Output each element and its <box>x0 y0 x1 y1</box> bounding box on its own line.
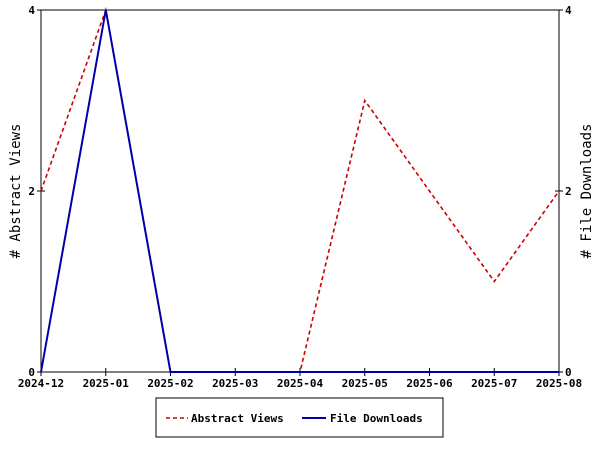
y-right-tick-label: 4 <box>565 4 572 17</box>
y-right-tick-label: 2 <box>565 185 572 198</box>
x-axis-ticks: 2024-12 2025-01 2025-02 2025-03 2025-04 2025-… <box>18 368 582 390</box>
legend: Abstract Views File Downloads <box>155 397 444 438</box>
y-axis-ticks: 0 2 4 0 2 4 <box>28 4 572 379</box>
x-tick-label: 2025-01 <box>83 377 130 390</box>
series-layer <box>40 6 560 373</box>
x-tick-label: 2025-04 <box>277 377 324 390</box>
y-left-axis-title: # Abstract Views <box>8 124 24 259</box>
series-line-abstract-views <box>40 6 560 373</box>
x-tick-label: 2025-06 <box>406 377 453 390</box>
x-tick-label: 2025-03 <box>212 377 258 390</box>
legend-label-file-downloads: File Downloads <box>330 412 423 425</box>
x-tick-label: 2025-08 <box>536 377 582 390</box>
series-line-file-downloads <box>40 9 559 373</box>
legend-label-abstract-views: Abstract Views <box>191 412 284 425</box>
y-left-tick-label: 4 <box>28 4 35 17</box>
x-tick-label: 2024-12 <box>18 377 64 390</box>
plot-frame <box>40 9 560 373</box>
y-right-axis-title: # File Downloads <box>579 124 595 259</box>
y-right-tick-label: 0 <box>565 366 572 379</box>
y-left-tick-label: 2 <box>28 185 35 198</box>
y-left-tick-label: 0 <box>28 366 35 379</box>
legend-box <box>155 397 444 438</box>
x-tick-label: 2025-02 <box>147 377 193 390</box>
x-tick-label: 2025-05 <box>342 377 388 390</box>
x-tick-label: 2025-07 <box>471 377 517 390</box>
